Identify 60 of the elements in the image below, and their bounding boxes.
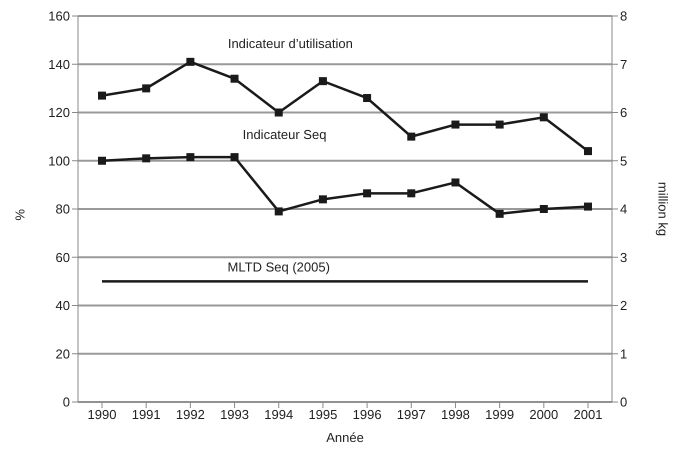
y2-tick-label: 4 xyxy=(620,202,628,217)
point xyxy=(274,108,283,116)
x-tick-label: 1990 xyxy=(88,407,116,422)
x-tick-label: 1996 xyxy=(352,407,382,422)
x-tick-label: 1994 xyxy=(264,407,294,422)
point xyxy=(318,77,327,86)
y2-tick-label: 8 xyxy=(620,8,628,24)
point xyxy=(496,210,504,218)
y2-tick-label: 6 xyxy=(620,105,628,120)
point xyxy=(142,84,150,92)
point xyxy=(186,153,194,162)
series-label: Indicateur d’utilisation xyxy=(228,36,353,51)
x-tick-label: 2000 xyxy=(529,407,558,422)
x-tick-label: 1999 xyxy=(485,407,514,422)
series-label: Indicateur Seq xyxy=(242,127,326,142)
point xyxy=(318,195,327,204)
point xyxy=(142,154,150,162)
point xyxy=(496,120,504,129)
point xyxy=(230,153,239,162)
y-tick-label: 80 xyxy=(56,202,70,217)
y-axis-title: % xyxy=(12,209,28,221)
point xyxy=(230,74,239,83)
point xyxy=(363,94,372,102)
y-tick-label: 140 xyxy=(48,56,70,72)
point xyxy=(451,120,460,129)
x-axis-title: Année xyxy=(326,430,364,445)
point xyxy=(584,147,592,156)
x-tick-label: 1992 xyxy=(176,407,205,422)
y-tick-label: 0 xyxy=(62,394,70,410)
x-tick-label: 1991 xyxy=(132,407,161,422)
y-tick-label: 60 xyxy=(56,250,70,265)
x-tick-label: 1993 xyxy=(220,407,250,422)
y-tick-label: 40 xyxy=(56,298,70,314)
y2-axis-title: million kg xyxy=(655,182,670,236)
y2-tick-label: 2 xyxy=(620,298,628,314)
point xyxy=(98,156,106,165)
point xyxy=(274,207,283,216)
point xyxy=(407,189,416,198)
y-tick-label: 160 xyxy=(48,8,70,24)
y2-tick-label: 1 xyxy=(620,346,628,362)
y2-tick-label: 7 xyxy=(620,56,628,72)
point xyxy=(451,178,460,186)
point xyxy=(363,189,372,198)
x-tick-label: 2001 xyxy=(574,407,602,422)
y-tick-label: 120 xyxy=(48,105,70,120)
point xyxy=(584,202,592,211)
y2-tick-label: 3 xyxy=(620,250,628,265)
y2-tick-label: 0 xyxy=(620,394,628,410)
point xyxy=(186,58,194,66)
y2-tick-label: 5 xyxy=(620,153,628,168)
point xyxy=(98,92,106,100)
x-tick-label: 1997 xyxy=(396,407,426,422)
point xyxy=(407,132,416,141)
x-tick-label: 1998 xyxy=(440,407,470,422)
point xyxy=(540,205,548,213)
point xyxy=(540,113,548,122)
x-tick-label: 1995 xyxy=(308,407,338,422)
y-tick-label: 100 xyxy=(48,153,70,168)
series-label: MLTD Seq (2005) xyxy=(228,259,330,274)
y-tick-label: 20 xyxy=(56,346,70,362)
